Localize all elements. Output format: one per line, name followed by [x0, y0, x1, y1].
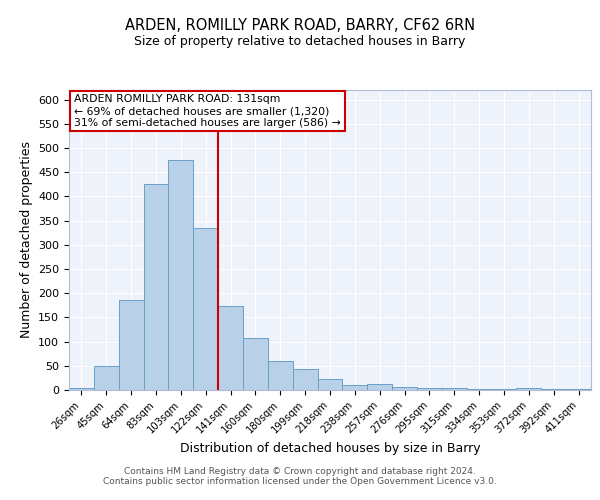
Text: Contains public sector information licensed under the Open Government Licence v3: Contains public sector information licen… — [103, 477, 497, 486]
Bar — [143, 184, 169, 390]
Bar — [94, 366, 119, 390]
Bar — [517, 388, 541, 390]
Y-axis label: Number of detached properties: Number of detached properties — [20, 142, 32, 338]
Bar — [392, 387, 417, 390]
Text: ARDEN, ROMILLY PARK ROAD, BARRY, CF62 6RN: ARDEN, ROMILLY PARK ROAD, BARRY, CF62 6R… — [125, 18, 475, 32]
Text: Contains HM Land Registry data © Crown copyright and database right 2024.: Contains HM Land Registry data © Crown c… — [124, 467, 476, 476]
Bar — [119, 300, 143, 390]
X-axis label: Distribution of detached houses by size in Barry: Distribution of detached houses by size … — [179, 442, 481, 456]
Bar — [367, 384, 392, 390]
Bar — [218, 306, 243, 390]
Bar — [541, 389, 566, 390]
Bar — [268, 362, 293, 390]
Text: ARDEN ROMILLY PARK ROAD: 131sqm
← 69% of detached houses are smaller (1,320)
31%: ARDEN ROMILLY PARK ROAD: 131sqm ← 69% of… — [74, 94, 341, 128]
Bar — [491, 389, 517, 390]
Bar — [566, 388, 591, 390]
Bar — [293, 368, 317, 390]
Bar — [169, 160, 193, 390]
Bar — [417, 388, 442, 390]
Text: Size of property relative to detached houses in Barry: Size of property relative to detached ho… — [134, 35, 466, 48]
Bar — [317, 380, 343, 390]
Bar — [243, 338, 268, 390]
Bar — [467, 389, 491, 390]
Bar — [193, 228, 218, 390]
Bar — [69, 388, 94, 390]
Bar — [343, 385, 367, 390]
Bar — [442, 388, 467, 390]
